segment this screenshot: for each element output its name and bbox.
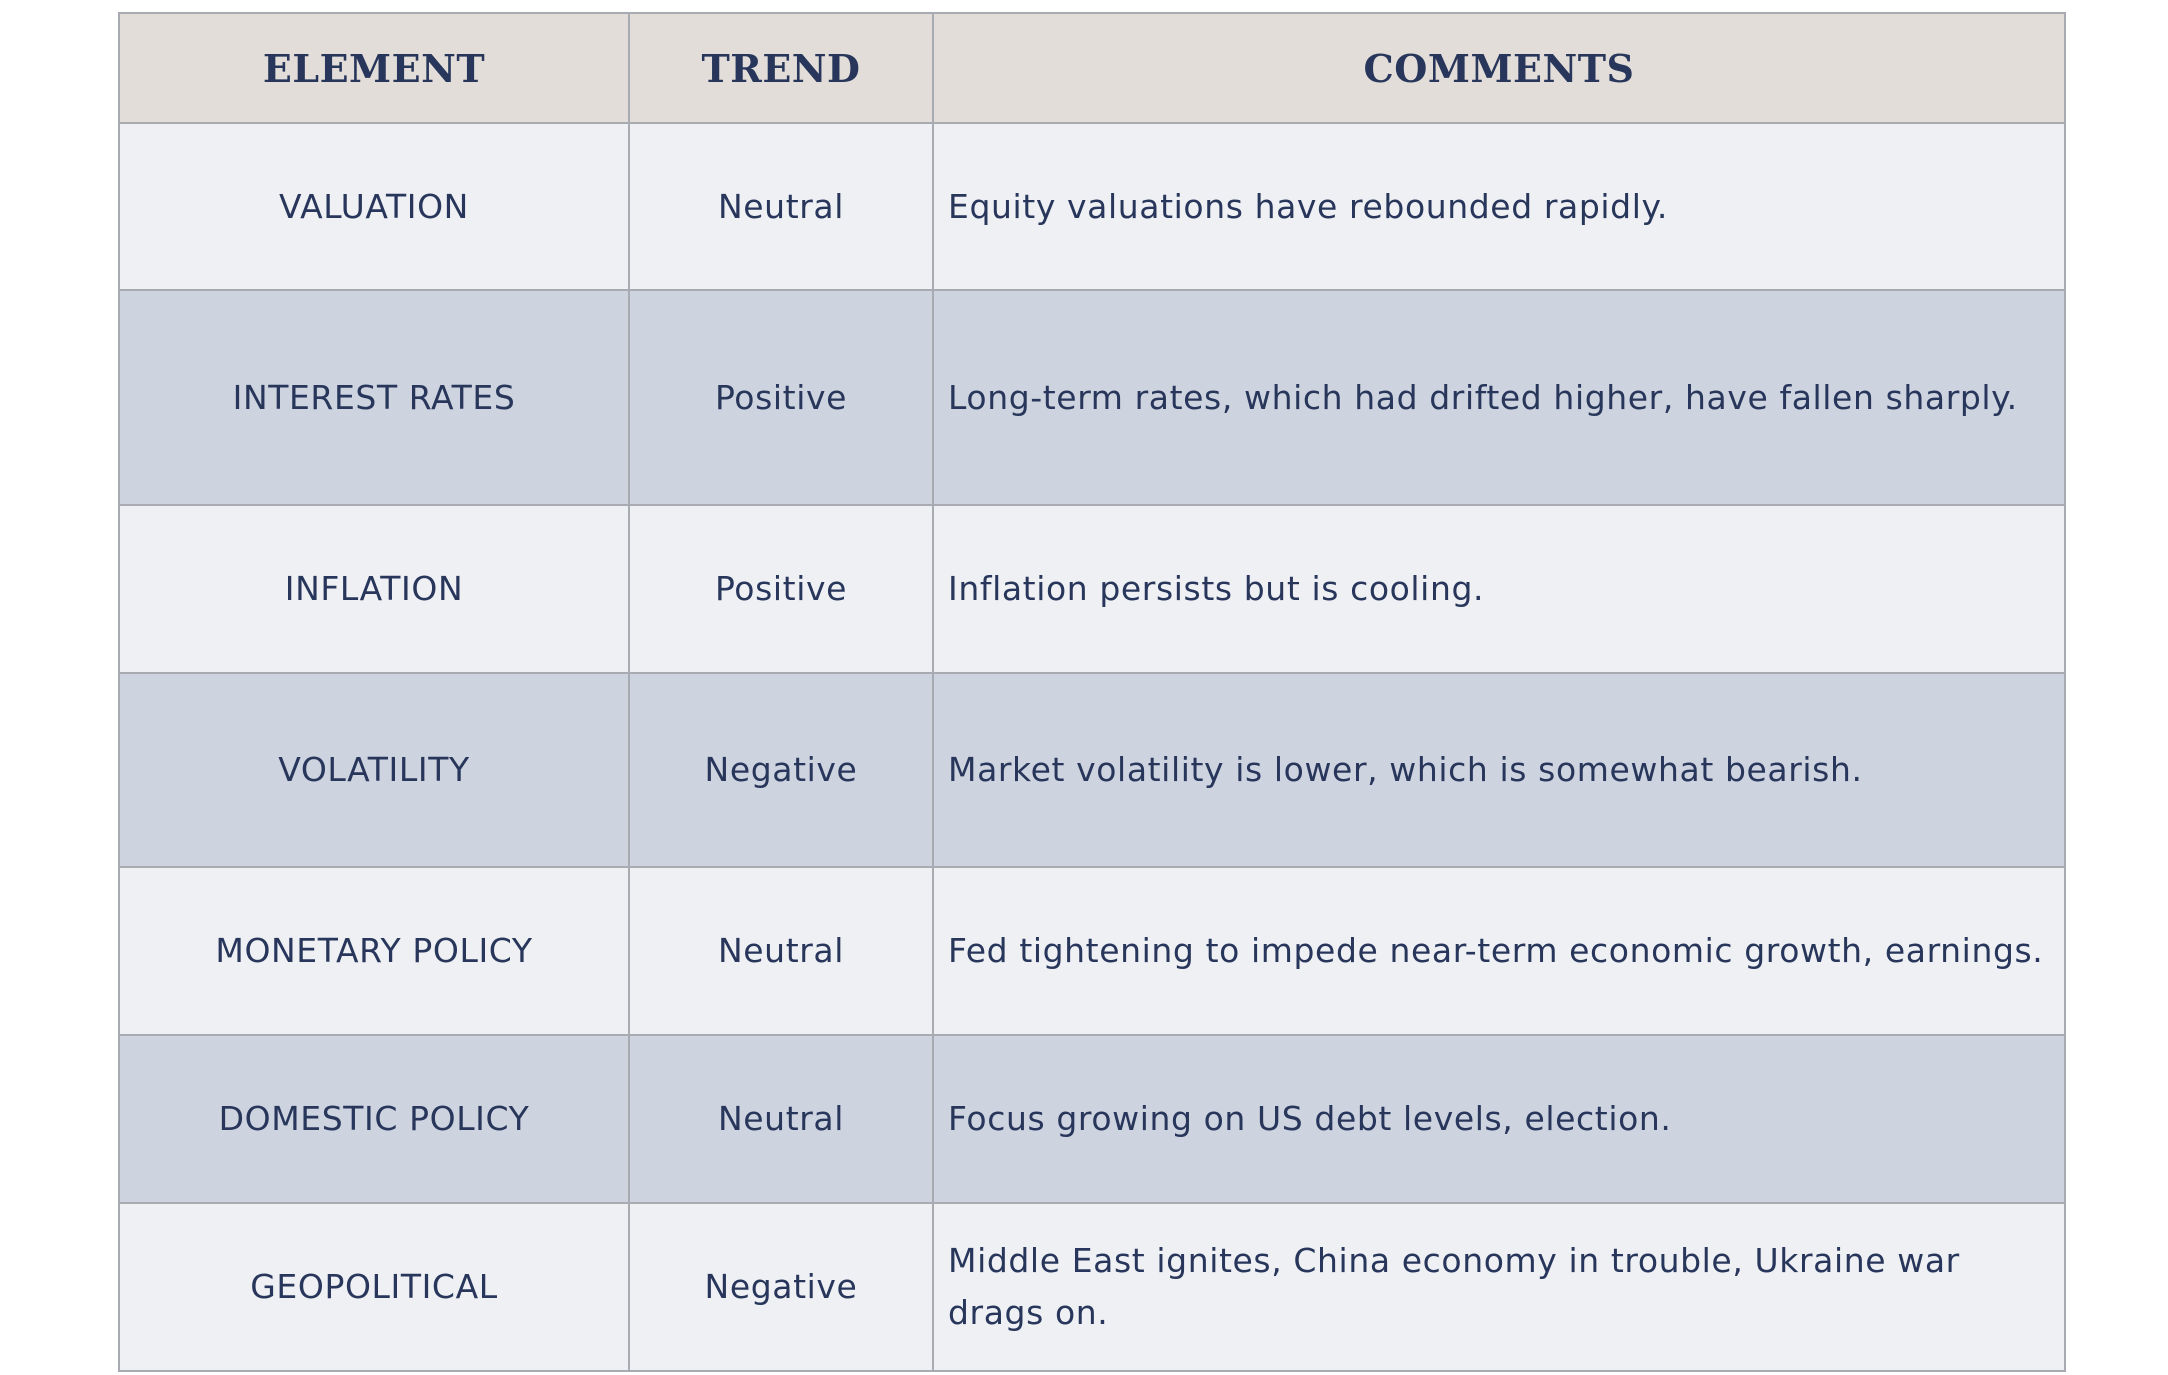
element-cell: DOMESTIC POLICY bbox=[118, 1034, 630, 1204]
trend-cell: Negative bbox=[628, 672, 934, 868]
market-outlook-table-container: ELEMENT TREND COMMENTS VALUATION Neutral… bbox=[118, 12, 2066, 1372]
trend-cell: Neutral bbox=[628, 866, 934, 1036]
trend-cell: Positive bbox=[628, 504, 934, 674]
comment-cell: Long-term rates, which had drifted highe… bbox=[932, 289, 2066, 506]
table-row: VOLATILITY Negative Market volatility is… bbox=[118, 672, 2066, 868]
table-header-row: ELEMENT TREND COMMENTS bbox=[118, 12, 2066, 124]
table-row: MONETARY POLICY Neutral Fed tightening t… bbox=[118, 866, 2066, 1036]
table-row: INFLATION Positive Inflation persists bu… bbox=[118, 504, 2066, 674]
comment-cell: Market volatility is lower, which is som… bbox=[932, 672, 2066, 868]
comment-cell: Fed tightening to impede near-term econo… bbox=[932, 866, 2066, 1036]
header-comments: COMMENTS bbox=[932, 12, 2066, 124]
table-row: INTEREST RATES Positive Long-term rates,… bbox=[118, 289, 2066, 506]
trend-cell: Neutral bbox=[628, 122, 934, 291]
header-element: ELEMENT bbox=[118, 12, 630, 124]
comment-cell: Equity valuations have rebounded rapidly… bbox=[932, 122, 2066, 291]
element-cell: INTEREST RATES bbox=[118, 289, 630, 506]
element-cell: MONETARY POLICY bbox=[118, 866, 630, 1036]
comment-cell: Middle East ignites, China economy in tr… bbox=[932, 1202, 2066, 1372]
trend-cell: Neutral bbox=[628, 1034, 934, 1204]
table-row: DOMESTIC POLICY Neutral Focus growing on… bbox=[118, 1034, 2066, 1204]
table-row: VALUATION Neutral Equity valuations have… bbox=[118, 122, 2066, 291]
trend-cell: Negative bbox=[628, 1202, 934, 1372]
element-cell: VALUATION bbox=[118, 122, 630, 291]
header-trend: TREND bbox=[628, 12, 934, 124]
comment-cell: Focus growing on US debt levels, electio… bbox=[932, 1034, 2066, 1204]
element-cell: VOLATILITY bbox=[118, 672, 630, 868]
trend-cell: Positive bbox=[628, 289, 934, 506]
table-row: GEOPOLITICAL Negative Middle East ignite… bbox=[118, 1202, 2066, 1372]
element-cell: INFLATION bbox=[118, 504, 630, 674]
market-outlook-table: ELEMENT TREND COMMENTS VALUATION Neutral… bbox=[118, 12, 2066, 1372]
comment-cell: Inflation persists but is cooling. bbox=[932, 504, 2066, 674]
element-cell: GEOPOLITICAL bbox=[118, 1202, 630, 1372]
